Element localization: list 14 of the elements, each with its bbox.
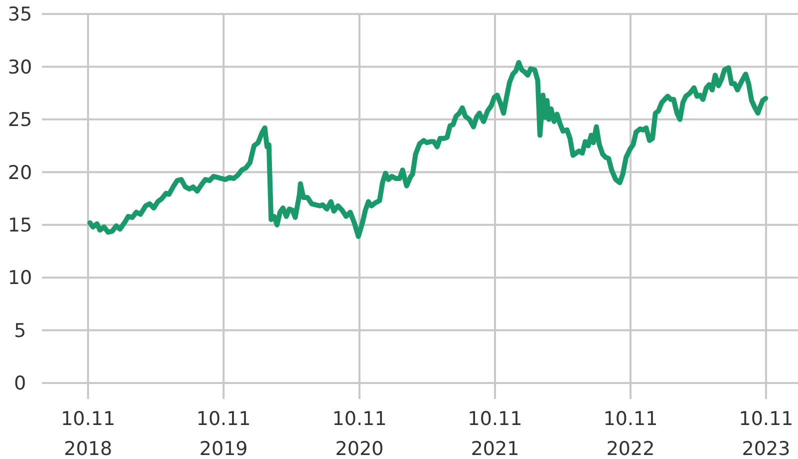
y-tick-label: 20: [8, 162, 32, 184]
y-tick-label: 25: [8, 109, 32, 132]
y-tick-label: 10: [8, 267, 32, 290]
x-tick-label: 10.11 2023: [738, 408, 794, 459]
x-tick-label: 10.11 2020: [332, 408, 387, 459]
y-tick-label: 30: [8, 56, 32, 78]
x-tick-label: 10.11 2019: [196, 408, 251, 459]
x-tick-label: 10.11 2022: [603, 408, 658, 459]
x-tick-label: 10.11 2021: [468, 408, 522, 459]
x-tick-label: 10.11 2018: [60, 408, 116, 459]
y-tick-label: 0: [14, 372, 26, 395]
y-tick-label: 5: [14, 320, 26, 342]
y-tick-label: 15: [8, 214, 32, 237]
y-tick-label: 35: [8, 4, 32, 26]
